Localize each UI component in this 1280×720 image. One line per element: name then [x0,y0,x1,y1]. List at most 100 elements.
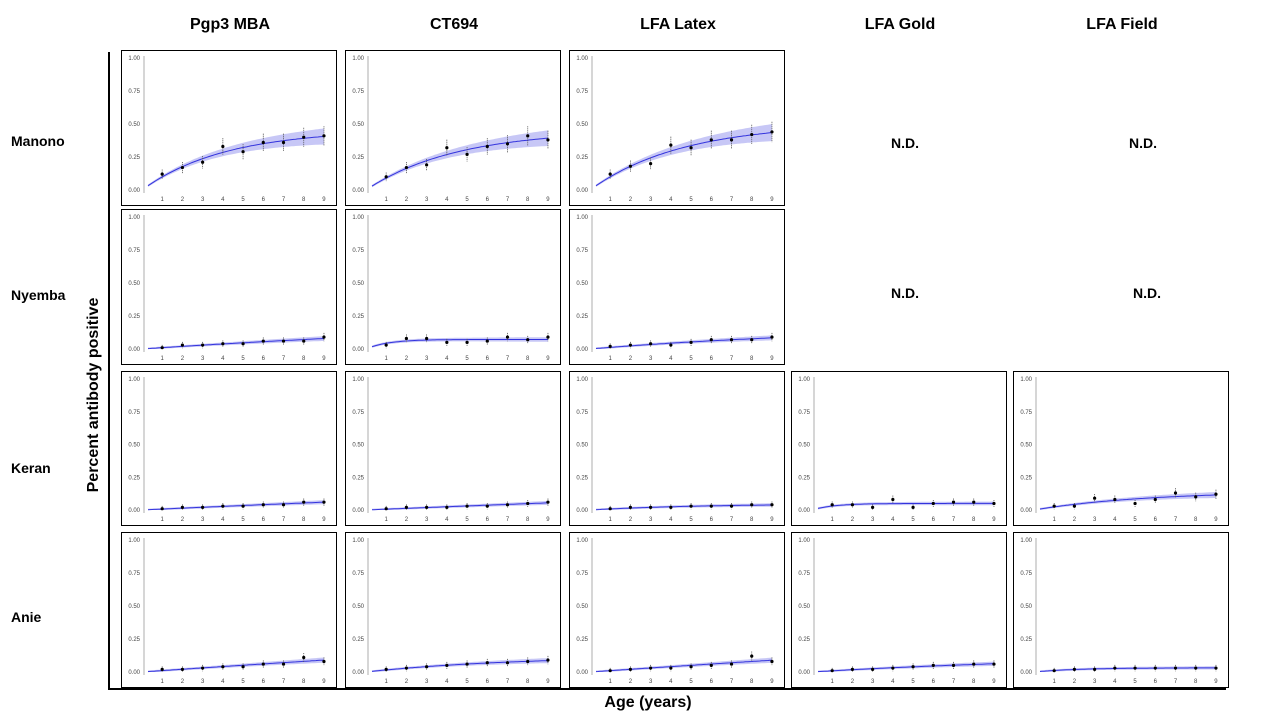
data-point [261,503,265,507]
data-point-group [628,504,632,510]
x-tick-label: 5 [689,517,693,523]
data-point-group [485,138,489,155]
data-point-group [261,660,265,668]
data-point-group [1052,502,1056,510]
data-point [649,162,653,166]
x-tick-label: 2 [405,356,409,362]
data-point [505,335,510,339]
fit-line [147,659,325,673]
x-tick-label: 9 [770,197,774,203]
not-done-manono-lfa-gold: N.D. [891,135,919,151]
x-tick-label: 4 [221,517,225,523]
data-point-group [850,666,854,672]
data-point [608,507,612,511]
data-point [322,134,326,138]
fit-line [147,136,325,187]
y-tick-label: 0.25 [576,314,588,320]
data-point-group [830,667,834,673]
fit-line [1039,667,1216,672]
panel-anie-ct694: 0.00 0.25 0.50 0.75 1.00 1 2 3 4 5 6 7 8 9 [345,532,561,688]
data-point [221,342,225,346]
data-point [546,500,550,504]
data-point [445,340,449,344]
data-point [241,150,245,154]
data-point [465,152,469,156]
data-point [689,146,693,150]
data-point-group [709,335,713,344]
data-point-group [221,340,225,348]
row-label-nyemba: Nyemba [11,287,66,303]
data-point-group [830,501,834,509]
data-point-group [1173,488,1178,498]
column-header-ct694: CT694 [429,16,479,33]
x-tick-label: 6 [710,197,714,203]
x-tick-label: 2 [181,679,185,685]
data-point [1093,667,1097,671]
x-tick-label: 3 [201,679,205,685]
y-tick-label: 0.50 [576,443,588,449]
data-point-group [221,663,225,671]
data-point-group [1194,664,1198,672]
data-point [160,667,164,671]
data-point-group [992,660,996,668]
data-point [1133,666,1137,670]
data-point-group [160,169,164,179]
x-tick-label: 3 [1093,679,1097,685]
x-tick-label: 1 [385,517,389,523]
data-point-group [1113,664,1117,672]
x-tick-label: 6 [262,517,266,523]
data-point-group [1052,667,1056,673]
fit-line [595,337,773,349]
x-tick-label: 6 [932,679,936,685]
data-point-group [302,127,306,147]
y-tick-label: 0.25 [128,475,140,481]
x-tick-label: 5 [465,356,469,362]
x-tick-label: 6 [932,517,936,523]
x-tick-label: 6 [262,356,266,362]
x-tick-label: 7 [1174,517,1178,523]
x-tick-label: 4 [221,197,225,203]
data-point-group [891,664,895,672]
data-point-group [669,664,673,672]
confidence-band [596,124,772,187]
data-point [221,504,225,508]
data-point-group [669,341,673,349]
data-point-group [261,501,265,509]
data-point [201,666,205,670]
not-done-nyemba-lfa-gold: N.D. [891,285,919,301]
x-tick-label: 4 [669,679,673,685]
data-point [992,662,996,666]
x-tick-label: 5 [465,517,469,523]
fit-line [817,502,994,509]
data-point-group [709,130,713,150]
x-tick-label: 4 [891,679,895,685]
y-tick-label: 1.00 [1020,377,1032,383]
y-tick-label: 0.75 [128,410,140,416]
x-tick-label: 7 [506,679,510,685]
data-point-group [505,658,510,667]
data-point-group [1153,664,1157,672]
column-header-lfa-latex: LFA Latex [640,16,716,33]
x-tick-label: 5 [1133,679,1137,685]
data-point-group [322,657,326,666]
data-point [1194,666,1198,670]
x-tick-label: 9 [322,517,326,523]
x-tick-label: 2 [851,517,855,523]
x-tick-label: 6 [1154,679,1158,685]
x-tick-label: 9 [322,679,326,685]
data-point [608,172,612,176]
confidence-band [148,128,324,187]
y-tick-label: 0.75 [128,248,140,254]
x-tick-label: 7 [952,679,956,685]
column-header-pgp3-mba: Pgp3 MBA [190,16,270,33]
data-point-group [750,501,754,509]
x-tick-label: 9 [546,679,550,685]
y-tick-label: 0.75 [576,410,588,416]
data-point-group [770,657,774,666]
data-point [750,654,754,658]
data-point [302,135,306,139]
data-point [1113,666,1117,670]
y-axis-label: Percent antibody positive [85,297,102,493]
data-point-group [281,660,286,668]
panel-keran-lfa-field: 0.00 0.25 0.50 0.75 1.00 1 2 3 4 5 6 7 8 9 [1013,371,1229,526]
